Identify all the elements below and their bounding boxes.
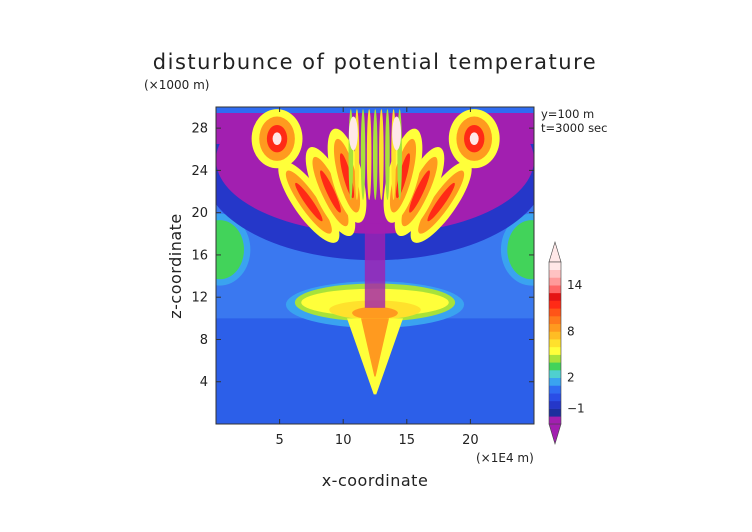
x-tick-label: 5	[275, 433, 283, 448]
central-fringe	[379, 109, 384, 200]
colorbar-segment	[549, 416, 561, 425]
y-tick-label: 20	[191, 206, 208, 221]
colorbar-segment	[549, 362, 561, 371]
x-tick-label: 10	[335, 433, 352, 448]
colorbar-segment	[549, 331, 561, 340]
colorbar: 14 8 2 −1	[548, 240, 585, 446]
central-hot	[392, 116, 402, 151]
wave-front	[427, 182, 455, 222]
colorbar-segment	[549, 339, 561, 348]
x-tick-label: 20	[462, 433, 479, 448]
colorbar-segment	[549, 400, 561, 409]
x-tick-label: 15	[399, 433, 416, 448]
colorbar-segment	[549, 269, 561, 278]
colorbar-max-arrow	[548, 240, 562, 263]
plot-area	[216, 107, 534, 424]
upper-cell	[272, 132, 282, 146]
colorbar-label: −1	[567, 402, 585, 416]
central-hot	[348, 116, 358, 151]
colorbar-frame	[548, 261, 562, 425]
upper-cell	[469, 132, 479, 146]
colorbar-segment	[549, 323, 561, 332]
central-fringe	[385, 109, 390, 200]
y-tick-label: 16	[191, 248, 208, 263]
lens-core-hot	[352, 306, 398, 320]
colorbar-label: 14	[567, 278, 582, 292]
wave-front	[295, 182, 323, 222]
colorbar-segment	[549, 377, 561, 386]
colorbar-segment	[549, 277, 561, 286]
colorbar-segment	[549, 408, 561, 417]
x-unit-label: (×1E4 m)	[476, 451, 534, 465]
wave-front	[320, 170, 341, 213]
colorbar-segment	[549, 346, 561, 355]
plot-frame	[215, 106, 535, 425]
turbulent-column	[364, 223, 386, 308]
x-axis-label: x-coordinate	[322, 471, 429, 490]
y-tick-label: 24	[191, 164, 208, 179]
colorbar-segment	[549, 370, 561, 379]
wave-front	[409, 170, 430, 213]
colorbar-segment	[549, 393, 561, 402]
colorbar-segment	[549, 316, 561, 325]
plume-core	[361, 318, 389, 377]
info-t: t=3000 sec	[541, 121, 607, 135]
y-tick-label: 12	[191, 291, 208, 306]
chart-title: disturbunce of potential temperature	[153, 50, 597, 74]
info-y: y=100 m	[541, 107, 594, 121]
y-unit-label: (×1000 m)	[144, 78, 209, 92]
left-lobe	[216, 220, 244, 280]
right-lobe	[507, 220, 534, 280]
colorbar-segment	[549, 308, 561, 317]
colorbar-segment	[549, 292, 561, 301]
central-fringe	[360, 109, 366, 200]
central-fringe	[366, 109, 372, 200]
y-axis-ticks: 4 8 12 16 20 24 28	[191, 122, 534, 390]
colorbar-segment	[549, 385, 561, 394]
y-axis-label: z-coordinate	[166, 213, 185, 319]
colorbar-segment	[549, 285, 561, 294]
colorbar-label: 8	[567, 324, 575, 338]
y-tick-label: 28	[191, 122, 208, 137]
colorbar-segment	[549, 262, 561, 271]
colorbar-segment	[549, 354, 561, 363]
y-tick-label: 4	[200, 375, 208, 390]
colorbar-min-arrow	[548, 423, 562, 446]
colorbar-segment	[549, 300, 561, 309]
x-axis-ticks: 5 10 15 20	[275, 107, 479, 448]
colorbar-label: 2	[567, 371, 575, 385]
y-tick-label: 8	[200, 333, 208, 348]
central-fringe	[372, 109, 378, 200]
